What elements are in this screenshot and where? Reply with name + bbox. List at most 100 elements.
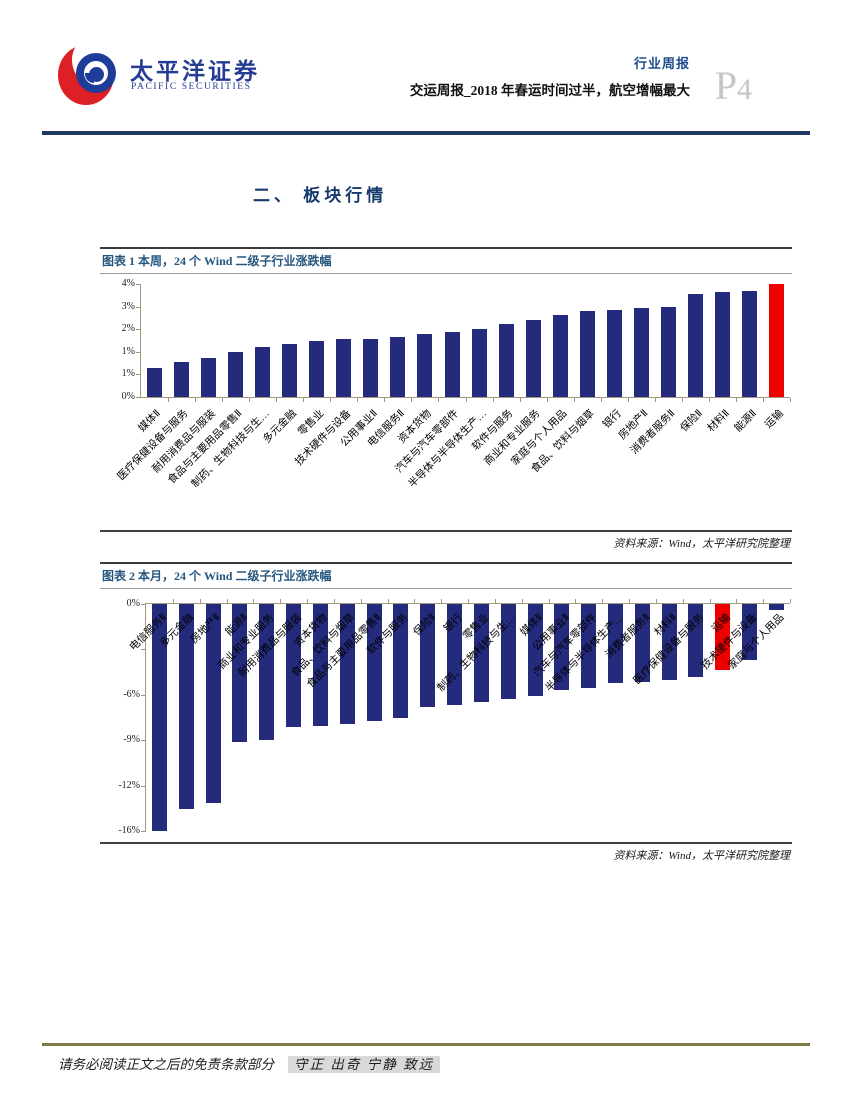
x-axis-tick: [468, 599, 469, 603]
logo-name-cn: 太平洋证券: [130, 59, 260, 84]
bar-slot: [330, 284, 357, 397]
bar: [339, 604, 355, 725]
chart2-source: 资料来源：Wind，太平洋研究院整理: [100, 842, 792, 863]
x-axis-tick: [790, 599, 791, 603]
bar: [174, 361, 190, 397]
y-axis-tick-label: 4%: [121, 278, 135, 289]
bar: [606, 309, 622, 397]
bar-slot: [441, 604, 468, 831]
chart-block-weekly: 图表 1 本周，24 个 Wind 二级子行业涨跌幅 4% 3% 2% 1% 1% 0% …: [100, 247, 792, 551]
y-axis-tick: [136, 284, 141, 285]
bar: [634, 604, 650, 682]
bar: [527, 604, 543, 697]
bar: [473, 604, 489, 703]
y-axis-tick: [136, 329, 141, 331]
bar: [687, 293, 703, 397]
x-axis-tick: [492, 398, 494, 402]
pacific-securities-logo: 太平洋证券 PACIFIC SECURITIES: [58, 33, 288, 112]
bar: [688, 604, 704, 678]
bar-slot: [601, 284, 628, 397]
bar: [554, 604, 570, 691]
y-axis-tick: [136, 374, 141, 376]
bar-slot: [468, 604, 495, 831]
x-axis-tick: [573, 398, 575, 402]
y-axis-tick: [141, 831, 146, 832]
bar: [259, 604, 275, 741]
x-axis-tick: [735, 398, 737, 402]
x-axis-tick: [575, 599, 577, 603]
bar-slot: [683, 604, 710, 831]
bar: [660, 306, 676, 397]
x-axis-tick: [521, 599, 523, 603]
x-axis-tick: [360, 599, 362, 603]
x-axis-tick: [253, 599, 255, 603]
x-axis-tick: [387, 599, 389, 603]
bar-slot: [361, 604, 388, 831]
x-axis-tick: [195, 398, 197, 402]
bar-slot: [629, 604, 656, 831]
bar: [393, 604, 409, 719]
bar-slot: [146, 604, 173, 831]
bar: [444, 332, 460, 397]
chart1-canvas: 4% 3% 2% 1% 1% 0% 媒体Ⅱ 医疗保健设备与服务 耐用消费品与服装 食品与主要用品…: [100, 274, 792, 530]
bar-slot: [522, 604, 549, 831]
x-axis-tick: [654, 398, 656, 402]
x-axis-tick: [546, 398, 548, 402]
report-type: 行业周报: [633, 56, 690, 71]
y-axis-tick-label: -16%: [118, 825, 140, 836]
bar: [498, 324, 514, 397]
chart2-category-labels: 电信服务Ⅱ 多元金融 房地产Ⅱ 能源Ⅱ 商业和专业服务 耐用消费品与服装 资本货物 食品、饮料…: [128, 605, 790, 805]
x-axis-tick: [790, 398, 791, 402]
bar-slot: [736, 604, 763, 831]
bar: [312, 604, 328, 726]
bar-slot: [195, 284, 222, 397]
x-axis-tick: [307, 599, 308, 603]
bar: [205, 604, 221, 804]
bar: [471, 329, 487, 397]
x-axis-tick: [736, 599, 738, 603]
bar: [151, 604, 167, 831]
x-axis-tick: [249, 398, 251, 402]
x-axis-tick: [494, 599, 496, 603]
bar: [147, 367, 163, 397]
x-axis-tick: [226, 599, 228, 603]
bar-slot: [628, 284, 655, 397]
chart2-title: 图表 2 本月，24 个 Wind 二级子行业涨跌幅: [100, 562, 792, 589]
bar: [447, 604, 463, 706]
x-axis-tick: [600, 398, 602, 402]
section-title: 二、 板块行情: [253, 186, 388, 205]
y-axis-tick: [141, 694, 146, 696]
bar-slot: [276, 284, 303, 397]
x-axis-tick: [303, 398, 305, 402]
x-axis-tick: [280, 599, 282, 603]
bar: [579, 311, 595, 397]
x-axis-tick: [519, 398, 521, 402]
bar-highlighted: [715, 604, 731, 670]
bar-slot: [575, 604, 602, 831]
footer-text: 请务必阅读正文之后的免责条款部分 守正 出奇 宁静 致远: [58, 1053, 441, 1073]
bar-slot: [682, 284, 709, 397]
bar-slot: [387, 604, 414, 831]
x-axis-tick: [414, 599, 416, 603]
bar: [309, 340, 325, 397]
bar-slot: [411, 284, 438, 397]
bar: [178, 604, 194, 809]
bar-slot: [168, 284, 195, 397]
bar-slot: [303, 284, 330, 397]
y-axis-tick-label: 0%: [121, 391, 135, 402]
x-axis-tick: [602, 599, 604, 603]
x-axis-tick: [172, 599, 174, 603]
bar-slot: [439, 284, 466, 397]
y-axis-tick-label: -12%: [118, 779, 140, 791]
y-axis-tick: [136, 397, 141, 398]
x-axis-tick: [709, 599, 711, 603]
bar-slot: [200, 604, 227, 831]
bar: [390, 337, 406, 397]
x-axis-tick: [655, 599, 657, 603]
bar: [417, 334, 433, 397]
bar-slot: [384, 284, 411, 397]
x-axis-tick: [629, 599, 630, 603]
category-label: 房地产Ⅱ: [189, 612, 223, 646]
bar: [500, 604, 516, 700]
